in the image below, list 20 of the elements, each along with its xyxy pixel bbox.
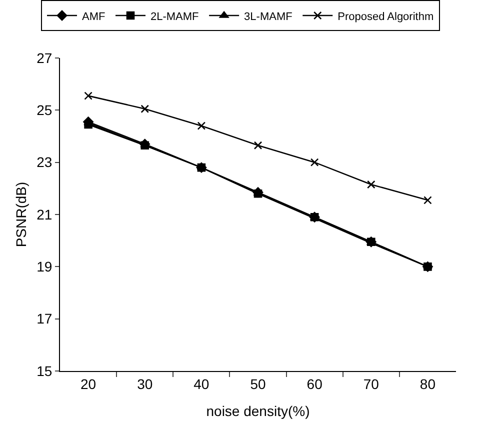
x-tick-label: 30 — [137, 376, 153, 392]
legend-label: AMF — [82, 10, 106, 23]
y-tick-label: 27 — [36, 50, 52, 66]
x-tick-label: 80 — [420, 376, 436, 392]
legend-label: 3L-MAMF — [244, 10, 293, 23]
y-tick-label: 23 — [36, 154, 52, 170]
legend-label: 2L-MAMF — [150, 10, 200, 23]
x-axis-title: noise density(%) — [206, 403, 310, 420]
x-tick-label: 20 — [80, 376, 96, 392]
y-tick-label: 21 — [36, 206, 52, 222]
y-axis-title: PSNR(dB) — [13, 182, 30, 248]
y-tick-label: 19 — [36, 258, 52, 275]
x-tick-label: 50 — [250, 376, 266, 392]
legend-label: Proposed Algorithm — [338, 10, 434, 23]
y-tick-label: 15 — [36, 362, 52, 379]
x-tick-label: 70 — [363, 376, 380, 392]
x-tick-label: 40 — [194, 376, 210, 392]
x-tick-label: 60 — [306, 376, 323, 392]
y-tick-label: 17 — [36, 310, 52, 327]
y-tick-label: 25 — [36, 102, 52, 118]
